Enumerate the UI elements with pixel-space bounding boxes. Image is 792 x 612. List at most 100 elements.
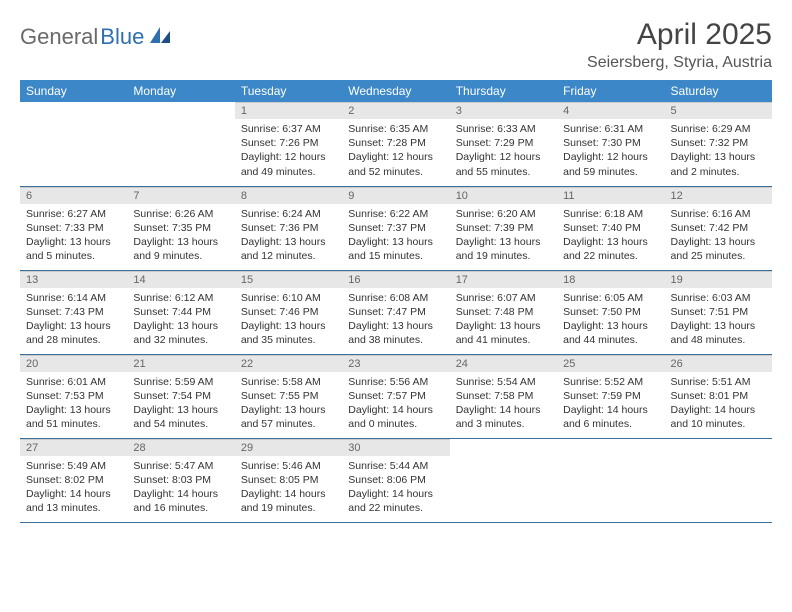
daylight-text: Daylight: 13 hours (26, 235, 121, 249)
calendar-body: 1Sunrise: 6:37 AMSunset: 7:26 PMDaylight… (20, 102, 772, 522)
day-number: 15 (235, 271, 342, 288)
day-cell: 24Sunrise: 5:54 AMSunset: 7:58 PMDayligh… (450, 354, 557, 438)
day-number: 29 (235, 439, 342, 456)
daylight-text: Daylight: 14 hours (133, 487, 228, 501)
day-cell (127, 102, 234, 186)
weekday-header: Thursday (450, 80, 557, 102)
day-number: 1 (235, 102, 342, 119)
day-cell: 19Sunrise: 6:03 AMSunset: 7:51 PMDayligh… (665, 270, 772, 354)
day-details: Sunrise: 6:24 AMSunset: 7:36 PMDaylight:… (235, 204, 342, 268)
day-number: 18 (557, 271, 664, 288)
daylight-text: and 10 minutes. (671, 417, 766, 431)
sunset-text: Sunset: 7:58 PM (456, 389, 551, 403)
sunset-text: Sunset: 7:30 PM (563, 136, 658, 150)
daylight-text: and 19 minutes. (456, 249, 551, 263)
daylight-text: and 28 minutes. (26, 333, 121, 347)
sunrise-text: Sunrise: 6:01 AM (26, 375, 121, 389)
daylight-text: and 15 minutes. (348, 249, 443, 263)
day-cell: 25Sunrise: 5:52 AMSunset: 7:59 PMDayligh… (557, 354, 664, 438)
sunset-text: Sunset: 8:01 PM (671, 389, 766, 403)
sunrise-text: Sunrise: 6:05 AM (563, 291, 658, 305)
daylight-text: and 32 minutes. (133, 333, 228, 347)
daylight-text: Daylight: 12 hours (241, 150, 336, 164)
daylight-text: and 55 minutes. (456, 165, 551, 179)
sunset-text: Sunset: 7:48 PM (456, 305, 551, 319)
day-details: Sunrise: 5:51 AMSunset: 8:01 PMDaylight:… (665, 372, 772, 436)
sunrise-text: Sunrise: 6:22 AM (348, 207, 443, 221)
sunset-text: Sunset: 8:02 PM (26, 473, 121, 487)
day-cell (557, 438, 664, 522)
daylight-text: Daylight: 13 hours (671, 319, 766, 333)
day-details: Sunrise: 6:18 AMSunset: 7:40 PMDaylight:… (557, 204, 664, 268)
day-number: 2 (342, 102, 449, 119)
daylight-text: Daylight: 13 hours (26, 403, 121, 417)
daylight-text: Daylight: 14 hours (456, 403, 551, 417)
logo: General Blue (20, 24, 172, 50)
weekday-header: Friday (557, 80, 664, 102)
sunrise-text: Sunrise: 6:29 AM (671, 122, 766, 136)
daylight-text: Daylight: 14 hours (348, 403, 443, 417)
day-details: Sunrise: 5:59 AMSunset: 7:54 PMDaylight:… (127, 372, 234, 436)
weekday-header: Wednesday (342, 80, 449, 102)
day-number: 21 (127, 355, 234, 372)
daylight-text: and 25 minutes. (671, 249, 766, 263)
sunset-text: Sunset: 7:29 PM (456, 136, 551, 150)
sunset-text: Sunset: 7:44 PM (133, 305, 228, 319)
sunset-text: Sunset: 7:47 PM (348, 305, 443, 319)
day-number: 17 (450, 271, 557, 288)
sunrise-text: Sunrise: 6:26 AM (133, 207, 228, 221)
day-details: Sunrise: 5:52 AMSunset: 7:59 PMDaylight:… (557, 372, 664, 436)
day-number: 13 (20, 271, 127, 288)
daylight-text: and 22 minutes. (563, 249, 658, 263)
daylight-text: and 13 minutes. (26, 501, 121, 515)
day-details: Sunrise: 6:10 AMSunset: 7:46 PMDaylight:… (235, 288, 342, 352)
daylight-text: and 9 minutes. (133, 249, 228, 263)
day-details: Sunrise: 5:54 AMSunset: 7:58 PMDaylight:… (450, 372, 557, 436)
sunset-text: Sunset: 8:05 PM (241, 473, 336, 487)
day-cell: 11Sunrise: 6:18 AMSunset: 7:40 PMDayligh… (557, 186, 664, 270)
weekday-header: Sunday (20, 80, 127, 102)
day-number: 12 (665, 187, 772, 204)
day-details: Sunrise: 5:58 AMSunset: 7:55 PMDaylight:… (235, 372, 342, 436)
day-cell: 20Sunrise: 6:01 AMSunset: 7:53 PMDayligh… (20, 354, 127, 438)
day-number: 5 (665, 102, 772, 119)
day-details: Sunrise: 6:26 AMSunset: 7:35 PMDaylight:… (127, 204, 234, 268)
day-details: Sunrise: 6:22 AMSunset: 7:37 PMDaylight:… (342, 204, 449, 268)
daylight-text: Daylight: 13 hours (133, 319, 228, 333)
daylight-text: Daylight: 14 hours (241, 487, 336, 501)
daylight-text: Daylight: 13 hours (671, 150, 766, 164)
day-cell: 12Sunrise: 6:16 AMSunset: 7:42 PMDayligh… (665, 186, 772, 270)
day-cell (450, 438, 557, 522)
daylight-text: and 3 minutes. (456, 417, 551, 431)
day-number: 25 (557, 355, 664, 372)
daylight-text: Daylight: 12 hours (563, 150, 658, 164)
daylight-text: and 51 minutes. (26, 417, 121, 431)
calendar-table: Sunday Monday Tuesday Wednesday Thursday… (20, 80, 772, 523)
sunset-text: Sunset: 7:28 PM (348, 136, 443, 150)
day-cell (20, 102, 127, 186)
day-details: Sunrise: 6:20 AMSunset: 7:39 PMDaylight:… (450, 204, 557, 268)
day-number: 9 (342, 187, 449, 204)
day-details: Sunrise: 6:35 AMSunset: 7:28 PMDaylight:… (342, 119, 449, 183)
sunrise-text: Sunrise: 6:24 AM (241, 207, 336, 221)
sunrise-text: Sunrise: 6:20 AM (456, 207, 551, 221)
day-details: Sunrise: 6:08 AMSunset: 7:47 PMDaylight:… (342, 288, 449, 352)
daylight-text: Daylight: 14 hours (671, 403, 766, 417)
daylight-text: and 2 minutes. (671, 165, 766, 179)
sunset-text: Sunset: 7:37 PM (348, 221, 443, 235)
day-cell: 14Sunrise: 6:12 AMSunset: 7:44 PMDayligh… (127, 270, 234, 354)
daylight-text: Daylight: 14 hours (26, 487, 121, 501)
calendar-page: General Blue April 2025 Seiersberg, Styr… (0, 0, 792, 523)
day-details: Sunrise: 6:03 AMSunset: 7:51 PMDaylight:… (665, 288, 772, 352)
sunset-text: Sunset: 7:55 PM (241, 389, 336, 403)
sunrise-text: Sunrise: 5:56 AM (348, 375, 443, 389)
daylight-text: Daylight: 14 hours (563, 403, 658, 417)
daylight-text: Daylight: 13 hours (563, 235, 658, 249)
day-number: 3 (450, 102, 557, 119)
sunrise-text: Sunrise: 5:52 AM (563, 375, 658, 389)
day-details: Sunrise: 6:33 AMSunset: 7:29 PMDaylight:… (450, 119, 557, 183)
weekday-header: Monday (127, 80, 234, 102)
daylight-text: Daylight: 13 hours (133, 403, 228, 417)
daylight-text: and 48 minutes. (671, 333, 766, 347)
daylight-text: Daylight: 13 hours (348, 319, 443, 333)
